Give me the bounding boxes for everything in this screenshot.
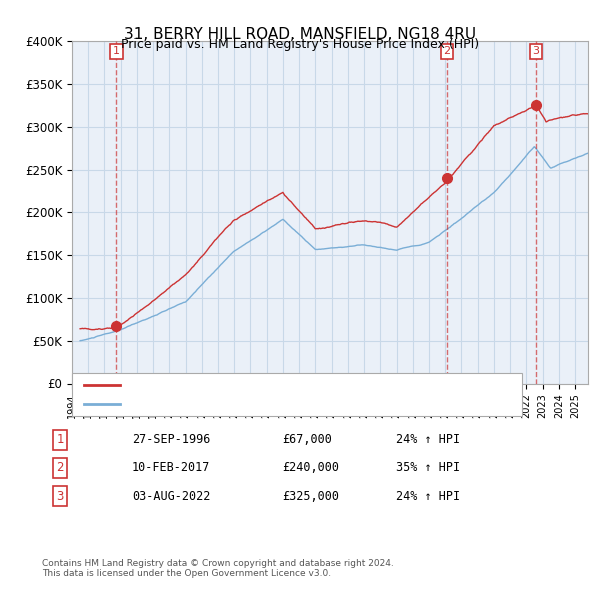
31, BERRY HILL ROAD, MANSFIELD, NG18 4RU (detached house)	[385, 221, 392, 228]
Text: 31, BERRY HILL ROAD, MANSFIELD, NG18 4RU: 31, BERRY HILL ROAD, MANSFIELD, NG18 4RU	[124, 27, 476, 41]
31, BERRY HILL ROAD, MANSFIELD, NG18 4RU (detached house)	[108, 324, 115, 332]
Text: 24% ↑ HPI: 24% ↑ HPI	[396, 490, 460, 503]
Text: Contains HM Land Registry data © Crown copyright and database right 2024.
This d: Contains HM Land Registry data © Crown c…	[42, 559, 394, 578]
Text: 1: 1	[56, 433, 64, 446]
31, BERRY HILL ROAD, MANSFIELD, NG18 4RU (detached house)	[401, 217, 408, 224]
Text: 31, BERRY HILL ROAD, MANSFIELD, NG18 4RU (detached house): 31, BERRY HILL ROAD, MANSFIELD, NG18 4RU…	[126, 381, 460, 391]
Text: 10-FEB-2017: 10-FEB-2017	[132, 461, 211, 474]
Text: HPI: Average price, detached house, Mansfield: HPI: Average price, detached house, Mans…	[126, 399, 369, 409]
31, BERRY HILL ROAD, MANSFIELD, NG18 4RU (detached house)	[532, 102, 539, 109]
Line: HPI: Average price, detached house, Mansfield: HPI: Average price, detached house, Mans…	[80, 147, 588, 341]
HPI: Average price, detached house, Mansfield: (1.99e+03, 5e+04): Average price, detached house, Mansfield…	[77, 337, 84, 345]
Text: 35% ↑ HPI: 35% ↑ HPI	[396, 461, 460, 474]
Text: 3: 3	[56, 490, 64, 503]
Text: 24% ↑ HPI: 24% ↑ HPI	[396, 433, 460, 446]
Text: £325,000: £325,000	[282, 490, 339, 503]
31, BERRY HILL ROAD, MANSFIELD, NG18 4RU (detached house)	[463, 155, 470, 162]
31, BERRY HILL ROAD, MANSFIELD, NG18 4RU (detached house)	[584, 110, 592, 117]
Text: 2: 2	[443, 47, 451, 57]
HPI: Average price, detached house, Mansfield: (2.01e+03, 1.6e+05): Average price, detached house, Mansfield…	[371, 243, 379, 250]
31, BERRY HILL ROAD, MANSFIELD, NG18 4RU (detached house)	[514, 110, 521, 117]
HPI: Average price, detached house, Mansfield: (2.02e+03, 2.77e+05): Average price, detached house, Mansfield…	[531, 143, 538, 150]
Text: 03-AUG-2022: 03-AUG-2022	[132, 490, 211, 503]
Text: 3: 3	[532, 47, 539, 57]
HPI: Average price, detached house, Mansfield: (2.02e+03, 1.96e+05): Average price, detached house, Mansfield…	[462, 212, 469, 219]
31, BERRY HILL ROAD, MANSFIELD, NG18 4RU (detached house)	[372, 218, 379, 225]
HPI: Average price, detached house, Mansfield: (2.02e+03, 2.54e+05): Average price, detached house, Mansfield…	[514, 163, 521, 170]
HPI: Average price, detached house, Mansfield: (2e+03, 5.96e+04): Average price, detached house, Mansfield…	[107, 329, 115, 336]
Text: 1: 1	[113, 47, 120, 57]
Text: 2: 2	[56, 461, 64, 474]
Line: 31, BERRY HILL ROAD, MANSFIELD, NG18 4RU (detached house): 31, BERRY HILL ROAD, MANSFIELD, NG18 4RU…	[80, 106, 588, 330]
Text: £67,000: £67,000	[282, 433, 332, 446]
HPI: Average price, detached house, Mansfield: (2.01e+03, 1.58e+05): Average price, detached house, Mansfield…	[400, 244, 407, 251]
Text: £240,000: £240,000	[282, 461, 339, 474]
Text: 27-SEP-1996: 27-SEP-1996	[132, 433, 211, 446]
HPI: Average price, detached house, Mansfield: (2.03e+03, 2.69e+05): Average price, detached house, Mansfield…	[584, 150, 592, 157]
31, BERRY HILL ROAD, MANSFIELD, NG18 4RU (detached house)	[89, 326, 96, 333]
Text: Price paid vs. HM Land Registry's House Price Index (HPI): Price paid vs. HM Land Registry's House …	[121, 38, 479, 51]
31, BERRY HILL ROAD, MANSFIELD, NG18 4RU (detached house)	[77, 325, 84, 332]
HPI: Average price, detached house, Mansfield: (2.01e+03, 1.57e+05): Average price, detached house, Mansfield…	[385, 245, 392, 253]
